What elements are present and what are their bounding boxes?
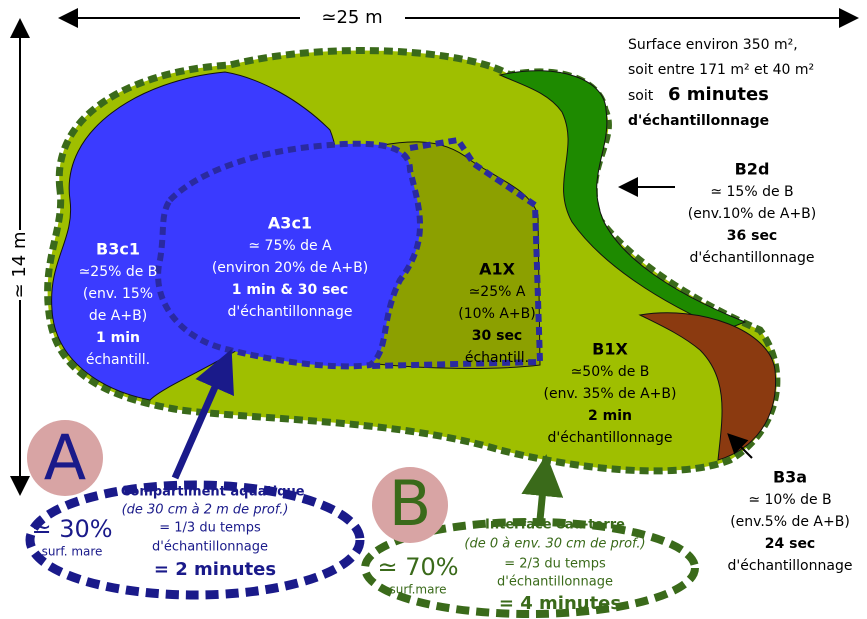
compartment-a-outline [25,480,365,600]
b3a-arrow [727,433,753,459]
zone-name: A3c1 [268,214,312,233]
summary-duration: 6 minutes [668,84,769,105]
zone-text: d'échantillonnage [548,430,673,446]
summary: soit entre 171 m² et 40 m² [628,62,814,78]
zone-text: (env.5% de A+B) [730,514,850,530]
zone-text: (env. 15% [83,286,153,302]
zone-text: échantill. [465,350,529,366]
zone-text: ≃ 75% de A [248,238,332,254]
compartment-title: Interface eau-terre [485,518,625,533]
zone-text: ≃25% de B [79,264,158,280]
zone-text: ≃ 10% de B [748,492,831,508]
zone-text: ≃ 15% de B [710,184,793,200]
compartment-subtitle: (de 30 cm à 2 m de prof.) [122,503,289,518]
compartment-time: d'échantillonnage [497,575,613,590]
zone-text: 2 min [588,408,632,424]
zone-name: B2d [735,160,770,179]
zone-text: d'échantillonnage [690,250,815,266]
zone-text: ≃50% de B [571,364,650,380]
height-label: ≃ 14 m [9,232,30,299]
compartment-subtitle: (de 0 à env. 30 cm de prof.) [464,537,645,552]
compartment-time: = 1/3 du temps [159,521,261,536]
zone-a3c1 [155,140,423,370]
zone-text: (10% A+B) [458,306,535,322]
zone-text: ≃25% A [469,284,526,300]
width-label: ≃25 m [321,7,382,28]
zone-text: d'échantillonnage [228,304,353,320]
compartment-share: ≃ 70% [377,553,458,581]
badge-a [27,420,103,496]
zone-text: échantill. [86,352,150,368]
compartment-b-outline [361,518,699,618]
badge-b [372,467,448,543]
zone-name: B3a [773,468,807,487]
zone-text: (env.10% de A+B) [688,206,817,222]
compartment-total: = 4 minutes [499,593,621,614]
zone-text: 1 min & 30 sec [232,282,348,298]
zone-text: (env. 35% de A+B) [544,386,677,402]
zone-text: (environ 20% de A+B) [212,260,368,276]
zone-text: 1 min [96,330,140,346]
zone-text: 36 sec [727,228,777,244]
summary: soit [628,88,654,104]
b-arrow [521,454,564,521]
compartment-note: surf.mare [389,583,446,597]
compartment-title: = Compartiment aquatique [105,485,304,500]
zone-name: B3c1 [96,240,140,259]
compartment-total: = 2 minutes [154,559,276,580]
zone-text: 24 sec [765,536,815,552]
compartment-letter: B [389,467,432,540]
summary: Surface environ 350 m², [628,37,798,53]
compartment-letter: A [44,421,86,494]
zone-text: 30 sec [472,328,522,344]
zone-text: de A+B) [89,308,147,324]
summary: d'échantillonnage [628,113,769,129]
compartment-time: = 2/3 du temps [504,557,606,572]
zone-name: A1X [479,260,516,279]
zone-name: B1X [592,340,628,359]
compartment-share: ≃ 30% [31,515,112,543]
zone-b3a [638,312,777,461]
compartment-time: d'échantillonnage [152,540,268,555]
compartment-note: surf. mare [42,545,103,559]
zone-b2d [498,70,747,331]
a1x-outline [371,136,544,369]
zone-text: d'échantillonnage [728,558,853,574]
a-arrow [171,349,234,480]
